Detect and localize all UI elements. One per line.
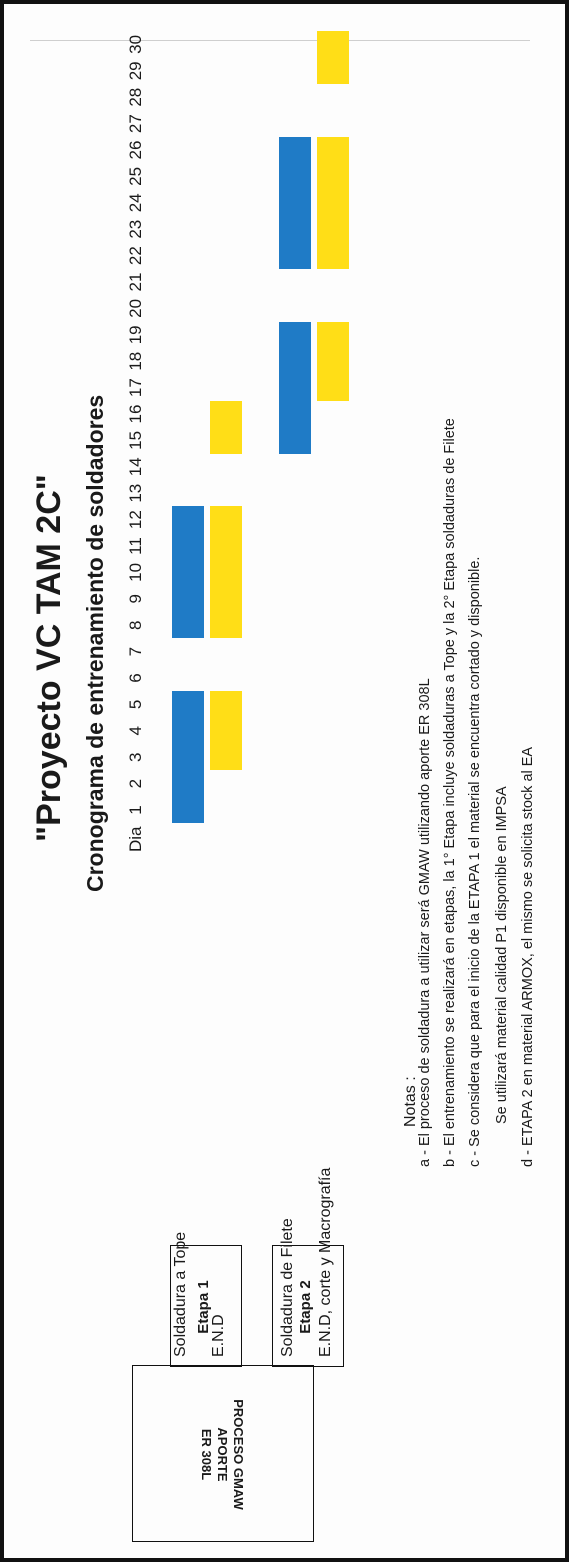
document-title: "Proyecto VC TAM 2C" [30,474,68,842]
gantt-bar-etapa1-task1-2 [172,506,204,639]
gantt-bar-etapa2-task1-2 [279,136,311,269]
row-label-soldadura-tope: Soldadura a Tope [172,1231,189,1357]
scan-line [30,40,530,41]
row-label-soldadura-filete: Soldadura de Filete [279,1218,296,1357]
gantt-bar-etapa2-task2-3 [317,31,349,84]
gantt-bar-etapa1-task2-3 [210,400,242,454]
note-item: Se utilizará material calidad P1 disponi… [494,786,510,1124]
process-label-line1: PROCESO GMAW [231,1399,246,1510]
process-label: PROCESO GMAW APORTE ER 308L [198,1367,246,1542]
row-label-end-2: E.N.D, corte y Macrografía [317,1167,334,1357]
gantt-bar-etapa1-task2-1 [210,691,242,771]
gantt-bar-etapa2-task1-1 [279,321,311,454]
etapa-2-label: Etapa 2 [297,1280,314,1334]
process-label-line3: ER 308L [199,1428,214,1481]
process-label-line2: APORTE [215,1427,230,1482]
note-item: b - El entrenamiento se realizará en eta… [442,418,458,1167]
document-page: "Proyecto VC TAM 2C" Cronograma de entre… [22,22,547,1542]
day-30: 30 [126,34,145,54]
gantt-bar-etapa2-task2-2 [317,136,349,269]
row-label-end-1: E.N.D [210,1314,227,1357]
gantt-bar-etapa2-task2-1 [317,321,349,401]
document-subtitle: Cronograma de entrenamiento de soldadore… [82,394,108,892]
day-axis-label: Dia [126,826,145,852]
gantt-bar-etapa1-task1-1 [172,691,204,824]
note-item: a - El proceso de soldadura a utilizar s… [417,678,433,1167]
note-item: d - ETAPA 2 en material ARMOX, el mismo … [520,746,536,1167]
gantt-bar-etapa1-task2-2 [210,506,242,639]
note-item: c - Se considera que para el inicio de l… [467,556,483,1167]
